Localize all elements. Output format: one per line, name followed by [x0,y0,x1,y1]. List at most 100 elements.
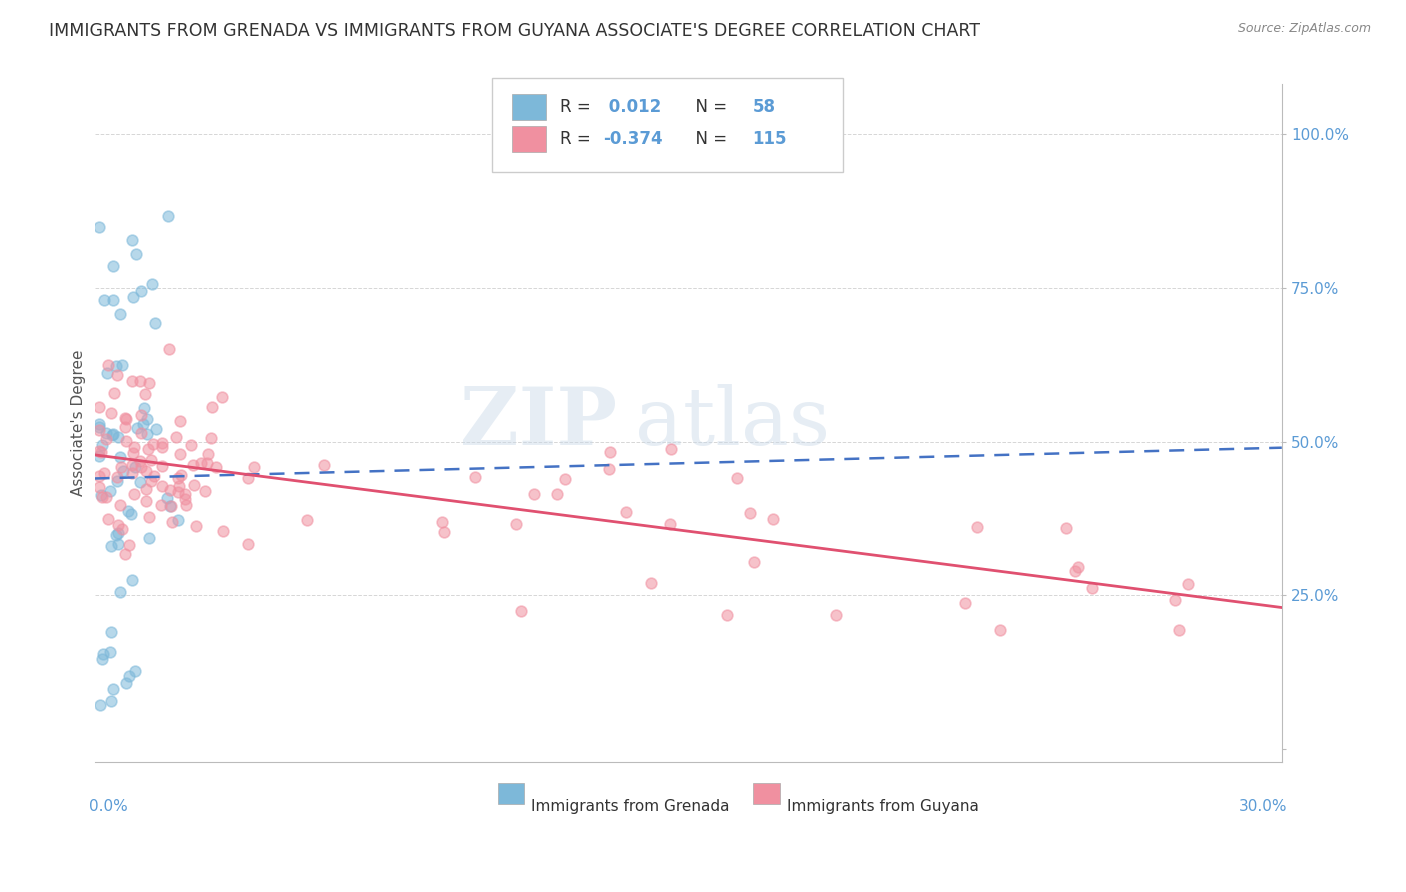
Point [87,469,110,483]
Point [205,460,228,475]
Point [122,486,145,500]
Point [131,460,153,475]
FancyBboxPatch shape [512,94,546,120]
Point [129,408,152,422]
Text: R =: R = [560,130,596,148]
FancyBboxPatch shape [492,78,842,172]
Point [174,498,197,512]
Point [211,390,233,404]
Point [523,487,546,501]
Point [108,498,131,512]
Point [108,585,131,599]
Point [546,486,568,500]
Point [103,293,125,307]
Point [107,526,129,541]
Point [165,430,187,444]
Point [114,547,136,561]
Point [115,411,138,425]
Point [554,472,576,486]
FancyBboxPatch shape [754,783,779,804]
Point [135,493,157,508]
Point [156,491,179,506]
Point [108,307,131,321]
Point [107,430,129,444]
Point [166,513,188,527]
Text: 58: 58 [752,97,775,116]
Point [111,522,134,536]
Point [91,652,114,666]
Point [183,478,205,492]
Point [87,481,110,495]
Point [742,555,765,569]
Point [433,524,456,539]
Point [297,513,319,527]
Point [184,519,207,533]
Point [122,290,145,304]
Point [114,419,136,434]
Point [87,449,110,463]
Point [200,431,222,445]
Point [100,624,122,639]
Text: -0.374: -0.374 [603,130,662,148]
Point [195,456,218,470]
Point [121,446,143,460]
Point [118,538,141,552]
Point [725,471,748,485]
Point [312,458,335,472]
Point [87,419,110,434]
Point [129,453,152,467]
Point [160,499,183,513]
Point [160,516,183,530]
Point [159,499,181,513]
Point [1081,581,1104,595]
Point [93,466,115,480]
Point [114,410,136,425]
Point [1064,564,1087,578]
Point [91,647,114,661]
Point [152,458,174,473]
Point [94,432,117,446]
Point [238,471,260,485]
Text: 115: 115 [752,130,787,148]
Point [96,366,118,380]
Point [740,507,762,521]
Point [120,507,142,521]
Point [121,466,143,480]
Point [1167,624,1189,638]
Point [125,421,148,435]
Point [1164,592,1187,607]
Text: IMMIGRANTS FROM GRENADA VS IMMIGRANTS FROM GUYANA ASSOCIATE'S DEGREE CORRELATION: IMMIGRANTS FROM GRENADA VS IMMIGRANTS FR… [49,22,980,40]
Point [100,694,122,708]
Point [103,260,125,274]
Point [197,447,219,461]
Point [115,434,138,448]
Point [139,474,162,488]
Point [988,623,1011,637]
Point [167,471,190,485]
Point [100,539,122,553]
Point [138,376,160,391]
Point [93,293,115,307]
Point [1066,559,1088,574]
Point [143,468,166,483]
Text: Immigrants from Guyana: Immigrants from Guyana [787,799,979,814]
Point [150,436,173,450]
Point [598,462,620,476]
Point [464,469,486,483]
Point [157,209,180,223]
Point [167,479,190,493]
Point [121,574,143,588]
Point [117,504,139,518]
Text: atlas: atlas [634,384,830,462]
Point [100,406,122,420]
Point [143,316,166,330]
Point [716,607,738,622]
Point [149,498,172,512]
Point [170,468,193,483]
Point [97,512,120,526]
Point [658,516,681,531]
Point [121,458,143,472]
Point [181,458,204,473]
Point [96,490,118,504]
Text: ZIP: ZIP [460,384,617,462]
